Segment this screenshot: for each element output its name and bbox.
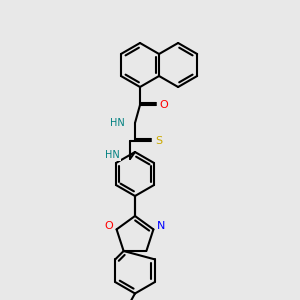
Text: S: S	[155, 136, 163, 146]
Text: HN: HN	[105, 150, 120, 160]
Text: O: O	[104, 221, 113, 231]
Text: O: O	[160, 100, 168, 110]
Text: N: N	[157, 221, 166, 231]
Text: HN: HN	[110, 118, 125, 128]
